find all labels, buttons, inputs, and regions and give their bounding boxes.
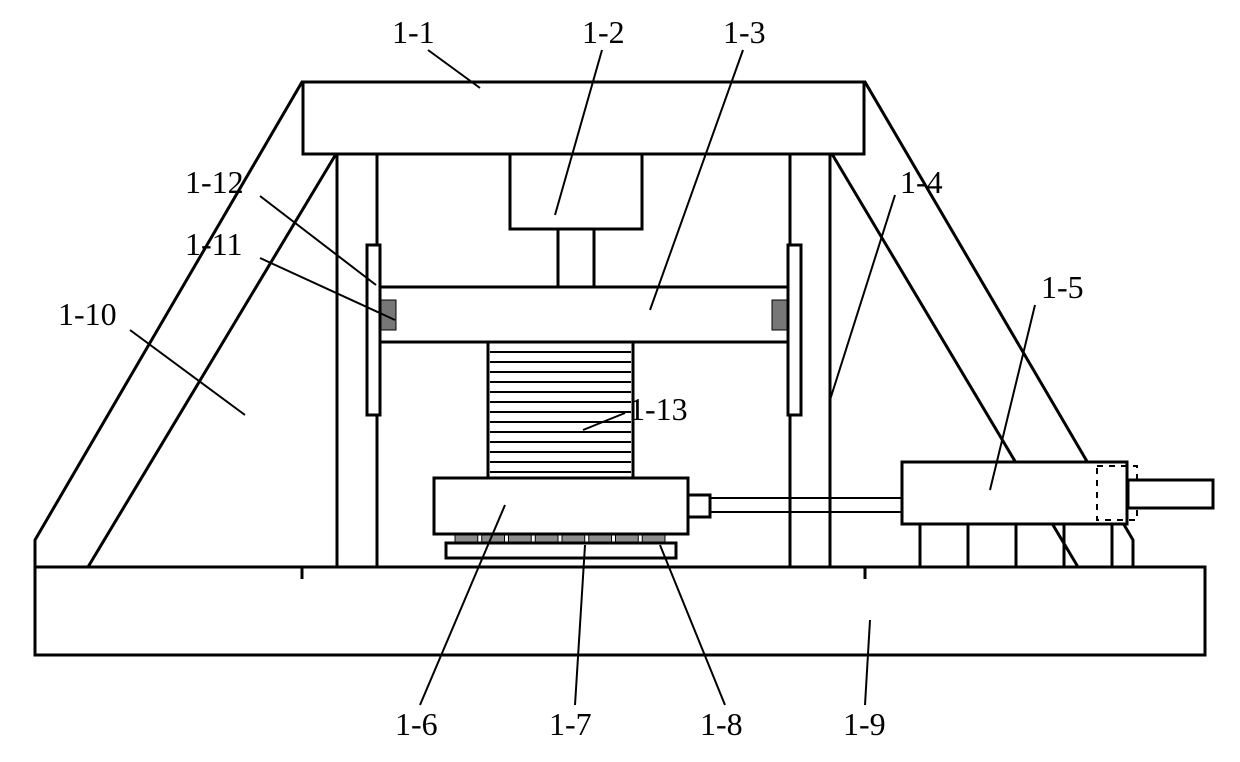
label-l1_9: 1-9 (843, 706, 886, 742)
guide-rail-left (367, 245, 380, 415)
lower-track (446, 543, 676, 558)
actuator-extension (1128, 480, 1213, 508)
lower-block-coupler (688, 495, 710, 517)
lower-block (434, 478, 688, 534)
upper-block (380, 287, 788, 342)
label-l1_8: 1-8 (700, 706, 743, 742)
label-l1_7: 1-7 (549, 706, 592, 742)
slider-right (772, 300, 787, 330)
label-l1_1: 1-1 (392, 14, 435, 50)
diagram-canvas: 1-1 1-2 1-3 1-4 1-5 1-6 1-7 1-8 1-9 1-10 1-11 1-12 1… (0, 0, 1240, 762)
guide-rail-right (788, 245, 801, 415)
plunger-rod (558, 229, 594, 287)
plunger-body (510, 154, 642, 229)
label-l1_2: 1-2 (582, 14, 625, 50)
label-l1_6: 1-6 (395, 706, 438, 742)
label-l1_3: 1-3 (723, 14, 766, 50)
base-plate (35, 567, 1205, 655)
label-l1_11: 1-11 (185, 226, 242, 262)
actuator-body (902, 462, 1127, 524)
label-l1_5: 1-5 (1041, 269, 1084, 305)
label-l1_10: 1-10 (58, 296, 117, 332)
label-l1_4: 1-4 (900, 164, 943, 200)
label-l1_13: 1-13 (629, 391, 688, 427)
leader-l1_4 (830, 195, 895, 400)
label-l1_12: 1-12 (185, 164, 244, 200)
